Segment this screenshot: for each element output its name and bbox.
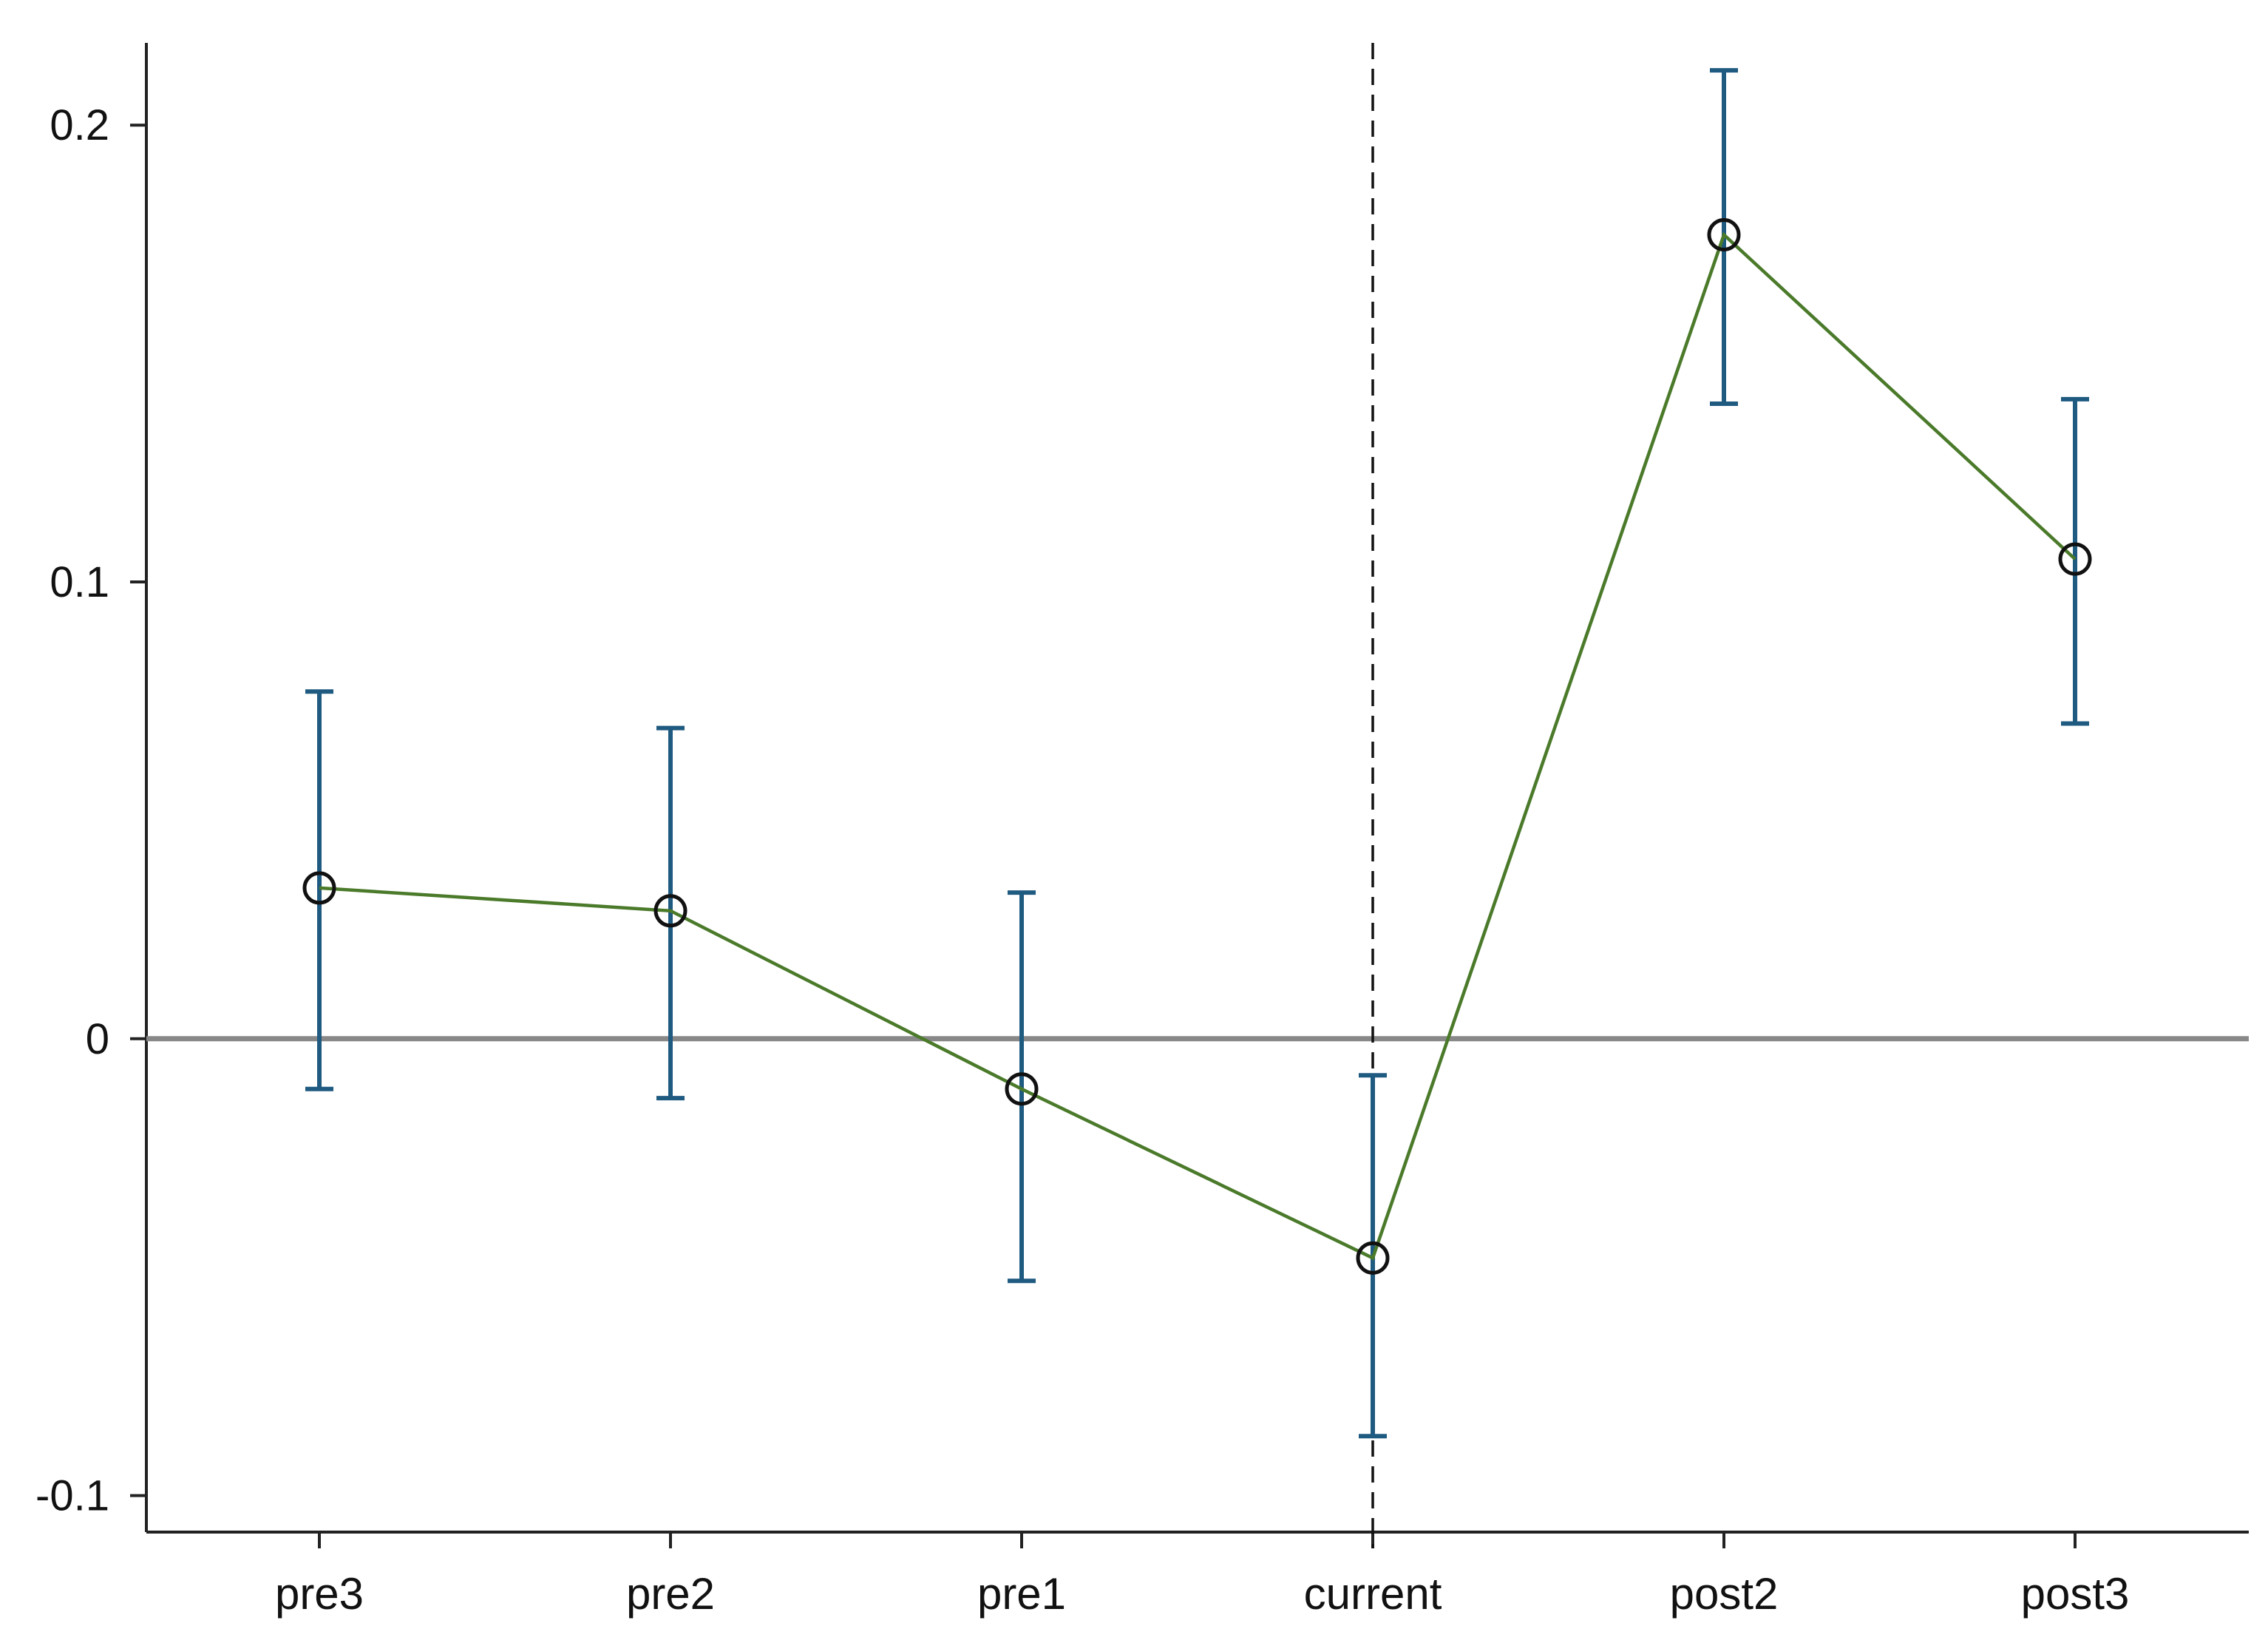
data-point <box>302 871 336 905</box>
x-tick-label: post2 <box>1670 1569 1779 1619</box>
tick-labels-layer: -0.1 0 0.1 0.2 pre3 pre2 pre1 current post2 post3 <box>35 101 2129 1619</box>
y-tick-label: -0.1 <box>35 1472 109 1520</box>
x-tick-label: current <box>1304 1569 1442 1619</box>
x-tick-label: post3 <box>2021 1569 2130 1619</box>
y-tick-label: 0.1 <box>50 558 109 606</box>
data-point <box>1707 217 1741 251</box>
y-tick-label: 0 <box>86 1015 109 1063</box>
data-point <box>653 894 687 928</box>
y-tick-label: 0.2 <box>50 101 109 149</box>
reference-lines-layer <box>146 43 2249 1548</box>
axes-layer <box>130 43 2249 1548</box>
x-tick-label: pre3 <box>275 1569 364 1619</box>
data-point <box>1356 1241 1390 1275</box>
data-point <box>2058 542 2092 576</box>
error-bars-layer <box>305 68 2089 1439</box>
points-layer <box>302 217 2092 1275</box>
series-line-layer <box>319 231 2077 1261</box>
x-tick-label: pre2 <box>626 1569 715 1619</box>
series-line <box>319 231 2077 1261</box>
data-point <box>1005 1072 1039 1106</box>
x-tick-label: pre1 <box>977 1569 1066 1619</box>
